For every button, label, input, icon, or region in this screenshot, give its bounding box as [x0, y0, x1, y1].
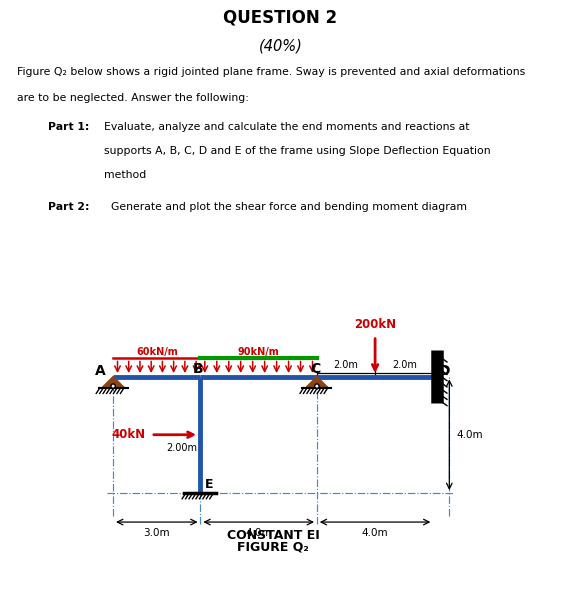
Text: method: method — [104, 170, 146, 180]
Text: A: A — [95, 364, 106, 378]
Text: 2.0m: 2.0m — [392, 360, 417, 370]
Text: 4.0m: 4.0m — [457, 430, 483, 440]
Text: Part 1:: Part 1: — [48, 122, 89, 132]
Circle shape — [111, 384, 116, 389]
Text: E: E — [205, 478, 213, 491]
Text: C: C — [310, 362, 320, 376]
Text: Generate and plot the shear force and bending moment diagram: Generate and plot the shear force and be… — [104, 201, 467, 212]
Text: B: B — [193, 362, 204, 376]
Text: (40%): (40%) — [259, 39, 302, 54]
Text: 90kN/m: 90kN/m — [238, 347, 279, 357]
Text: CONSTANT EI: CONSTANT EI — [227, 529, 320, 542]
Text: 4.0m: 4.0m — [245, 529, 272, 538]
Text: Evaluate, analyze and calculate the end moments and reactions at: Evaluate, analyze and calculate the end … — [104, 122, 470, 132]
Text: supports A, B, C, D and E of the frame using Slope Deflection Equation: supports A, B, C, D and E of the frame u… — [104, 146, 490, 156]
Text: 2.00m: 2.00m — [166, 443, 197, 453]
Circle shape — [315, 384, 319, 389]
Text: 40kN: 40kN — [111, 429, 145, 441]
Text: 2.0m: 2.0m — [334, 360, 358, 370]
Text: 60kN/m: 60kN/m — [136, 347, 178, 357]
Text: 4.0m: 4.0m — [362, 529, 388, 538]
Polygon shape — [102, 377, 124, 387]
Polygon shape — [306, 377, 328, 387]
Text: FIGURE Q₂: FIGURE Q₂ — [237, 541, 309, 553]
Text: QUESTION 2: QUESTION 2 — [223, 8, 338, 27]
Text: 3.0m: 3.0m — [144, 529, 170, 538]
Text: 200kN: 200kN — [354, 318, 396, 331]
Text: Figure Q₂ below shows a rigid jointed plane frame. Sway is prevented and axial d: Figure Q₂ below shows a rigid jointed pl… — [17, 67, 525, 77]
Text: are to be neglected. Answer the following:: are to be neglected. Answer the followin… — [17, 93, 249, 103]
Text: Part 2:: Part 2: — [48, 201, 89, 212]
Text: D: D — [439, 364, 450, 378]
